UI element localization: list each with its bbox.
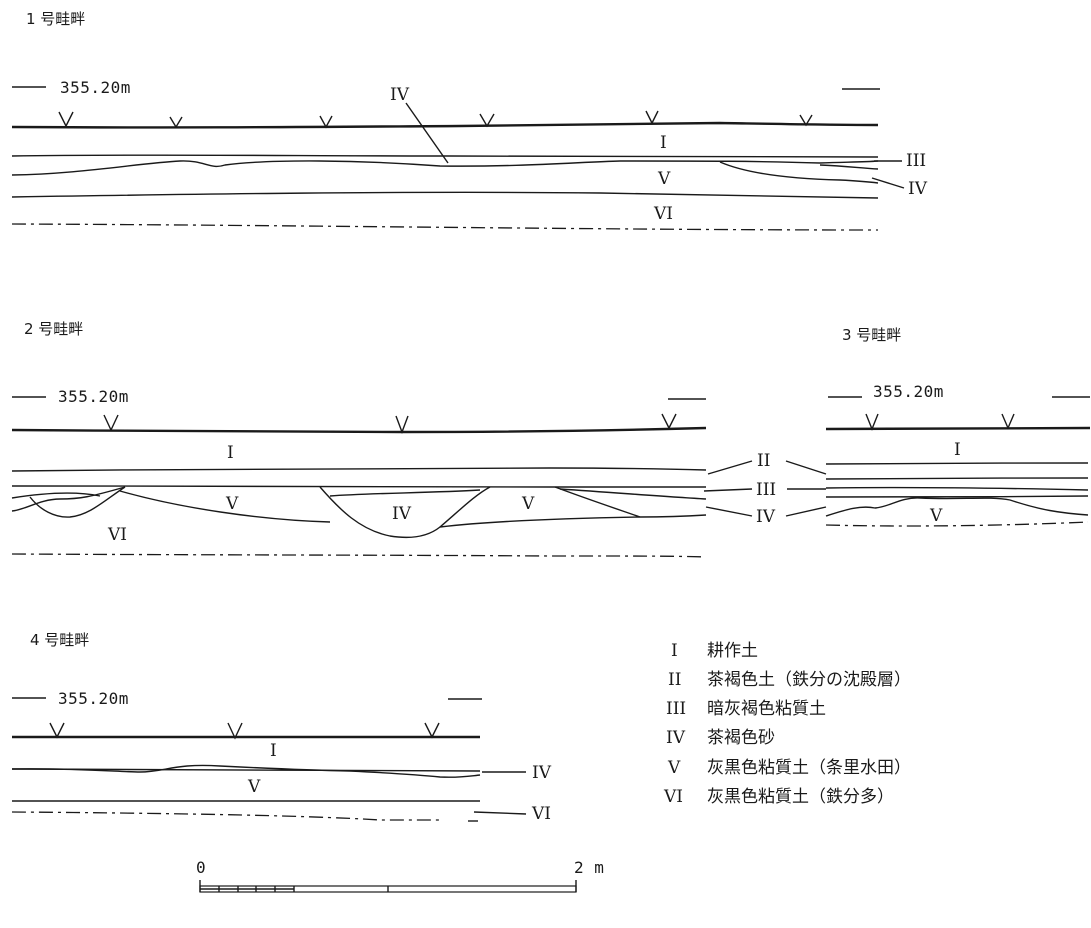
layer-boundary (11, 768, 481, 772)
leader-line (473, 811, 527, 815)
layer-boundary (11, 486, 126, 512)
scale-bar: 0 2 m (196, 858, 604, 893)
layer-label-I: I (954, 440, 961, 460)
layer-label-III: III (756, 480, 776, 500)
legend-num: III (666, 699, 686, 719)
legend-desc: 灰黒色粘質土（条里水田） (707, 758, 911, 778)
leader-line (785, 506, 827, 517)
leader-line (703, 488, 753, 492)
section-4-elevation: 355.20m (58, 689, 129, 708)
layer-label-VI: VI (653, 204, 673, 224)
layer-label-I: I (660, 133, 667, 153)
layer-boundary (825, 462, 1089, 465)
layer-label-V: V (929, 506, 943, 526)
section-2: 2 号畦畔 355.20m I V IV V VI (11, 320, 707, 558)
legend-desc: 茶褐色砂 (707, 728, 775, 748)
layer-boundary (825, 486, 1089, 491)
layer-boundary (29, 486, 126, 518)
layer-boundary (554, 486, 641, 518)
turf-marks (58, 110, 813, 129)
layer-boundary (825, 497, 1089, 517)
section-2-elevation: 355.20m (58, 387, 129, 406)
layer-boundary (119, 490, 331, 523)
leader-line (871, 177, 905, 189)
layer-label-IV: IV (390, 85, 410, 105)
lower-boundary-dashed (11, 811, 440, 821)
scale-start-label: 0 (196, 858, 206, 877)
leader-line (707, 460, 753, 475)
layer-label-I: I (227, 443, 234, 463)
section-1-elevation: 355.20m (60, 78, 131, 97)
legend-desc: 耕作土 (707, 641, 758, 661)
layer-boundary (11, 485, 707, 488)
lower-boundary-dashed (11, 553, 707, 558)
legend: I 耕作土 II 茶褐色土（鉄分の沈殿層） III 暗灰褐色粘質土 IV 茶褐色… (663, 641, 911, 807)
layer-label-II: II (757, 451, 770, 471)
layer-boundary (11, 160, 879, 176)
layer-boundary (11, 191, 879, 199)
turf-marks (865, 413, 1015, 431)
section-2-title: 2 号畦畔 (24, 320, 83, 338)
legend-desc: 暗灰褐色粘質土 (707, 699, 826, 719)
layer-label-V: V (225, 494, 239, 514)
legend-num: II (668, 670, 681, 690)
leader-line (405, 102, 449, 164)
legend-num: V (667, 758, 681, 778)
section-4-title: 4 号畦畔 (30, 631, 89, 649)
layer-label-V: V (657, 169, 671, 189)
layer-label-IV: IV (532, 763, 552, 783)
layer-boundary (825, 495, 1089, 498)
section-3-elevation: 355.20m (873, 382, 944, 401)
legend-num: I (671, 641, 678, 661)
leader-line (705, 506, 753, 517)
layer-boundary (319, 486, 707, 539)
section-1-title: 1 号畦畔 (26, 10, 85, 28)
layer-label-VI: VI (107, 525, 127, 545)
ground-surface (11, 735, 481, 739)
layer-boundary (11, 154, 879, 158)
layer-label-III: III (906, 151, 926, 171)
layer-boundary (559, 488, 707, 500)
layer-boundary (11, 799, 481, 802)
lower-boundary-dashed (825, 521, 1089, 527)
legend-desc: 茶褐色土（鉄分の沈殿層） (707, 670, 911, 690)
layer-label-V: V (521, 494, 535, 514)
layer-label-VI: VI (531, 804, 551, 824)
ground-surface (825, 426, 1091, 431)
layer-label-V: V (247, 777, 261, 797)
section-4: 4 号畦畔 355.20m I V IV VI (11, 631, 552, 824)
layer-boundary (329, 489, 481, 497)
layer-label-IV: IV (392, 504, 412, 524)
leader-line (785, 460, 827, 475)
section-3-title: 3 号畦畔 (842, 326, 901, 344)
layer-label-IV: IV (756, 507, 776, 527)
layer-label-I: I (270, 741, 277, 761)
turf-marks (49, 722, 440, 740)
ground-surface (11, 426, 707, 434)
layer-boundary (825, 477, 1089, 480)
layer-boundary (719, 161, 879, 184)
legend-num: VI (663, 787, 683, 807)
legend-num: IV (666, 728, 686, 748)
legend-desc: 灰黒色粘質土（鉄分多） (707, 787, 894, 807)
scale-end-label: 2 m (574, 858, 604, 877)
layer-boundary (11, 764, 481, 778)
section-3: 3 号畦畔 355.20m I V (825, 326, 1091, 527)
turf-marks (103, 413, 677, 434)
layer-boundary (819, 164, 879, 170)
layer-boundary (11, 467, 707, 472)
lower-boundary-dashed (11, 223, 879, 231)
layer-label-IV: IV (908, 179, 928, 199)
shared-layer-labels: II III IV (703, 451, 827, 527)
ground-surface (11, 121, 879, 129)
layer-boundary (439, 486, 491, 528)
section-1: 1 号畦畔 355.20m IV I V VI III IV (11, 10, 928, 231)
